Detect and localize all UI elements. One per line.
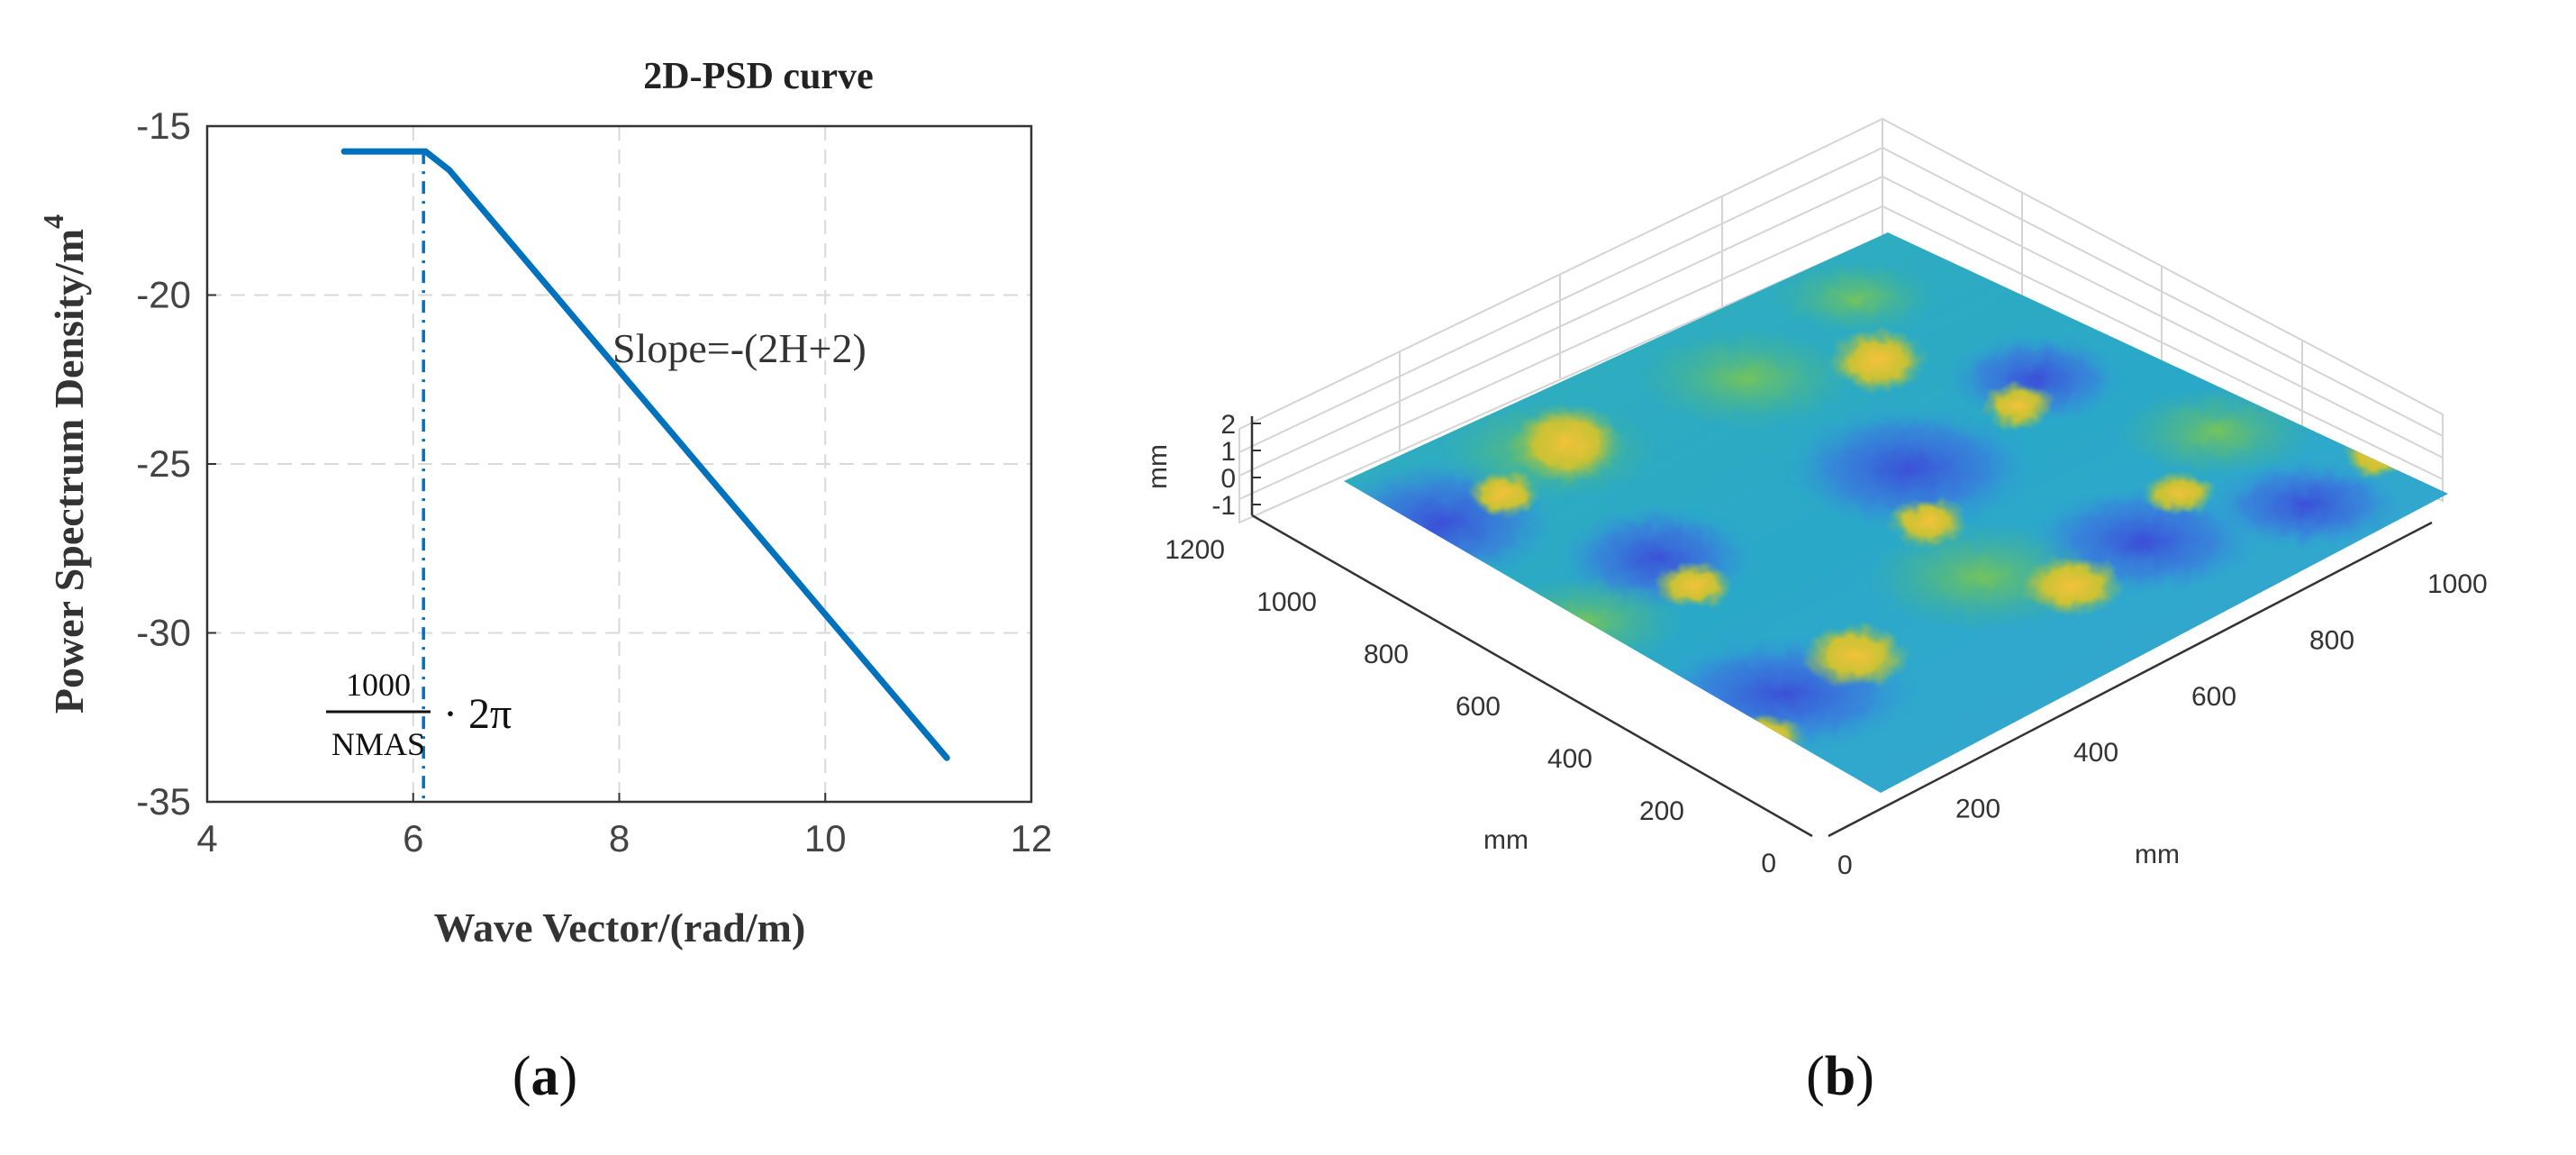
- right-floor-axis: [1828, 521, 2433, 838]
- y-axis-label-superscript: 4: [37, 214, 69, 229]
- grid-lines: [207, 126, 1031, 802]
- svg-text:Power Spectrum Density/m4: Power Spectrum Density/m4: [37, 214, 92, 714]
- x-tick-labels: 4 6 8 10 12: [196, 793, 1052, 859]
- right-axis-tick-label: 200: [1955, 795, 2000, 824]
- right-axis-tick-label: 600: [2191, 682, 2236, 712]
- axes: [1250, 416, 2433, 838]
- z-tick-label: 0: [1220, 464, 1236, 494]
- z-tick-label: -1: [1211, 491, 1236, 521]
- caption-a-letter: a: [531, 1046, 559, 1107]
- left-floor-axis: [1251, 514, 1813, 838]
- right-axis-tick-label: 1000: [2427, 569, 2488, 599]
- right-back-wall: [1882, 117, 2444, 503]
- x-tick-label: 12: [1011, 817, 1053, 859]
- y-tick-label: -35: [136, 780, 191, 823]
- z-tick-label: 2: [1220, 410, 1236, 440]
- y-tick-labels: -15 -20 -25 -30 -35: [136, 105, 216, 823]
- x-tick-label: 6: [403, 817, 423, 859]
- left-floor-axis-label: mm: [1483, 825, 1528, 855]
- fraction-suffix: · 2π: [443, 690, 512, 738]
- y-tick-label: -25: [136, 442, 191, 485]
- left-axis-tick-label: 200: [1639, 796, 1684, 826]
- right-axis-tick-label: 0: [1837, 850, 1853, 880]
- right-floor-axis-label: mm: [2135, 840, 2180, 869]
- z-tick-labels: 210-1: [1211, 410, 1261, 521]
- right-axis-tick-label: 400: [2073, 738, 2118, 768]
- left-axis-tick-labels: 1200 1000 800 600 400 200 0: [1165, 535, 1776, 878]
- left-axis-tick-label: 800: [1364, 640, 1409, 669]
- left-axis-tick-label: 1200: [1165, 535, 1225, 565]
- fraction-numerator: 1000: [346, 667, 411, 703]
- right-axis-tick-labels: 0 200 400 600 800 1000: [1837, 569, 2488, 880]
- left-axis-tick-label: 0: [1761, 849, 1776, 878]
- x-axis-label: Wave Vector/(rad/m): [434, 905, 806, 950]
- y-tick-label: -20: [136, 274, 191, 316]
- y-axis-label: Power Spectrum Density/m: [46, 229, 92, 714]
- caption-a: (a): [512, 1046, 577, 1107]
- right-axis-tick-label: 800: [2309, 625, 2354, 655]
- left-axis-tick-label: 400: [1547, 744, 1592, 774]
- y-tick-label: -15: [136, 105, 191, 147]
- y-axis-label-group: Power Spectrum Density/m4: [37, 214, 92, 714]
- x-tick-label: 10: [804, 817, 847, 859]
- psd-series-line: [340, 148, 950, 761]
- x-tick-label: 8: [609, 817, 630, 859]
- x-tick-label: 4: [196, 817, 217, 859]
- fraction-denominator: NMAS: [331, 726, 425, 762]
- chart-title: 2D-PSD curve: [643, 56, 873, 97]
- y-tick-label: -30: [136, 612, 191, 654]
- z-axis-label: mm: [1143, 444, 1173, 489]
- back-walls: [1238, 117, 2444, 524]
- left-axis-tick-label: 600: [1456, 692, 1501, 722]
- caption-b-letter: b: [1825, 1046, 1855, 1107]
- psd-chart: 2D-PSD curve 4 6 8 10 12 -15 -20 -25 -30 -35 Slo…: [37, 56, 1052, 950]
- slope-annotation: Slope=-(2H+2): [612, 325, 866, 371]
- left-axis-tick-label: 1000: [1256, 587, 1317, 617]
- caption-b: (b): [1806, 1046, 1874, 1107]
- z-tick-label: 1: [1220, 437, 1236, 467]
